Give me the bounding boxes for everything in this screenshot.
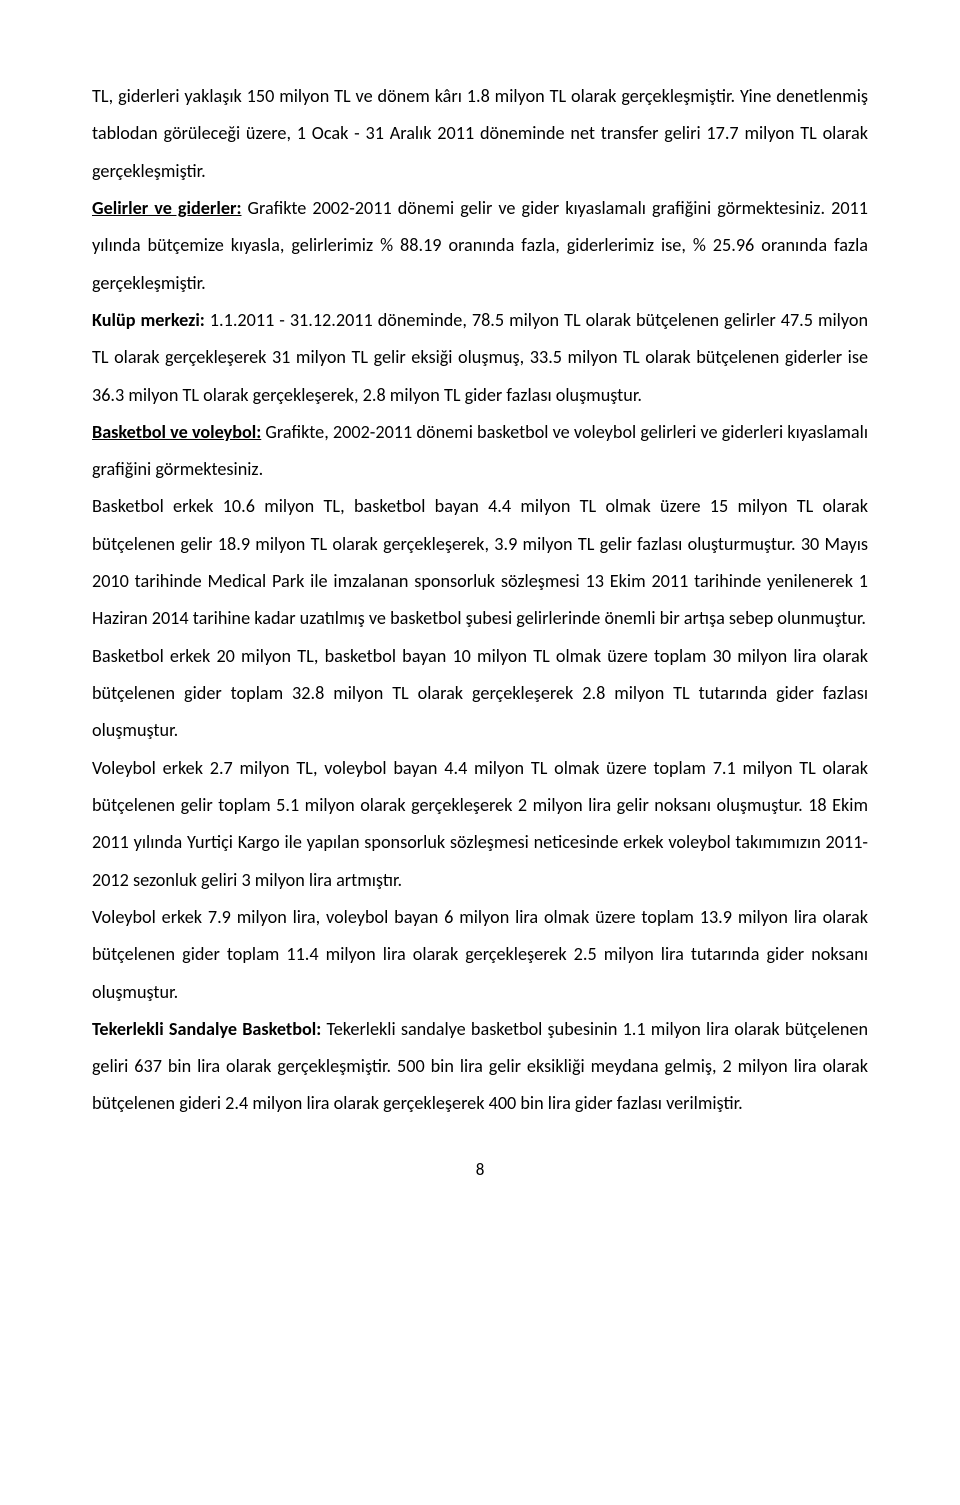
page-number: 8 (92, 1159, 868, 1180)
heading-tekerlekli-sandalye: Tekerlekli Sandalye Basketbol: (92, 1018, 321, 1040)
heading-kulup-merkezi: Kulüp merkezi: (92, 309, 205, 331)
paragraph-gelirler-giderler: Gelirler ve giderler: Grafikte 2002-2011… (92, 190, 868, 302)
document-page: TL, giderleri yaklaşık 150 milyon TL ve … (0, 0, 960, 1240)
paragraph-kulup-merkezi: Kulüp merkezi: 1.1.2011 - 31.12.2011 dön… (92, 302, 868, 414)
paragraph-basketbol-gelir: Basketbol erkek 10.6 milyon TL, basketbo… (92, 488, 868, 637)
paragraph-basketbol-voleybol: Basketbol ve voleybol: Grafikte, 2002-20… (92, 414, 868, 489)
paragraph-basketbol-gider: Basketbol erkek 20 milyon TL, basketbol … (92, 638, 868, 750)
paragraph-voleybol-gelir: Voleybol erkek 2.7 milyon TL, voleybol b… (92, 750, 868, 899)
paragraph-intro: TL, giderleri yaklaşık 150 milyon TL ve … (92, 78, 868, 190)
paragraph-voleybol-gider: Voleybol erkek 7.9 milyon lira, voleybol… (92, 899, 868, 1011)
paragraph-tekerlekli-sandalye: Tekerlekli Sandalye Basketbol: Tekerlekl… (92, 1011, 868, 1123)
text-kulup-merkezi: 1.1.2011 - 31.12.2011 döneminde, 78.5 mi… (92, 309, 868, 406)
heading-basketbol-voleybol: Basketbol ve voleybol: (92, 421, 261, 443)
heading-gelirler-giderler: Gelirler ve giderler: (92, 197, 241, 219)
